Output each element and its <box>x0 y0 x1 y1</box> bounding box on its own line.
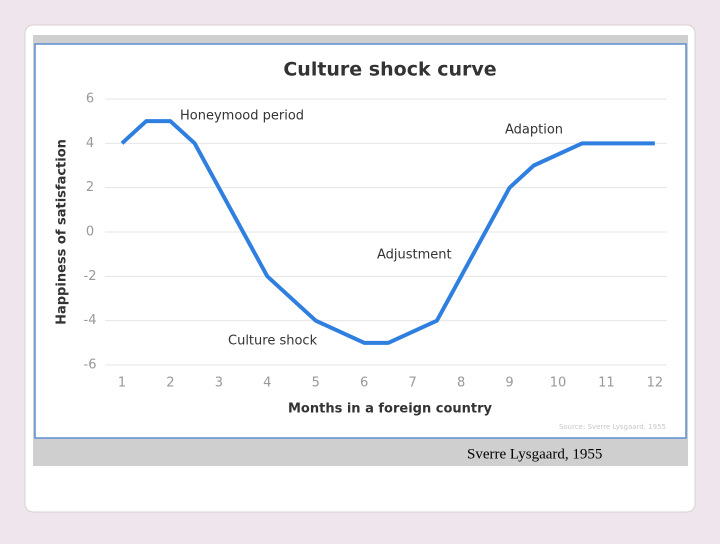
source-note: Source: Sverre Lysgaard, 1955 <box>559 423 666 431</box>
x-tick-label: 8 <box>457 376 465 391</box>
x-tick-label: 7 <box>409 376 417 391</box>
y-tick-label: 4 <box>86 136 94 151</box>
x-axis-label: Months in a foreign country <box>288 402 493 417</box>
y-tick-label: 0 <box>86 225 94 240</box>
y-tick-label: -2 <box>84 269 97 284</box>
annotation: Adjustment <box>377 248 452 263</box>
curve-line <box>120 119 655 345</box>
x-tick-label: 2 <box>166 376 174 391</box>
chart-title: Culture shock curve <box>283 59 496 81</box>
annotation: Honeymood period <box>180 109 304 124</box>
x-tick-label: 10 <box>550 376 567 391</box>
x-tick-label: 3 <box>215 376 223 391</box>
annotation: Culture shock <box>228 334 318 349</box>
chart-panel <box>34 43 687 439</box>
y-tick-label: -6 <box>84 358 97 373</box>
y-tick-label: 6 <box>86 92 94 107</box>
x-tick-label: 6 <box>360 376 368 391</box>
x-tick-label: 12 <box>647 376 664 391</box>
y-tick-label: -4 <box>84 313 97 328</box>
caption: Sverre Lysgaard, 1955 <box>467 446 602 462</box>
x-tick-label: 5 <box>312 376 320 391</box>
x-tick-label: 1 <box>118 376 126 391</box>
x-tick-label: 4 <box>263 376 271 391</box>
x-tick-label: 11 <box>598 376 615 391</box>
y-axis-label: Happiness of satisfaction <box>55 139 70 325</box>
x-tick-label: 9 <box>505 376 513 391</box>
y-tick-label: 2 <box>86 180 94 195</box>
annotation: Adaption <box>505 123 563 138</box>
